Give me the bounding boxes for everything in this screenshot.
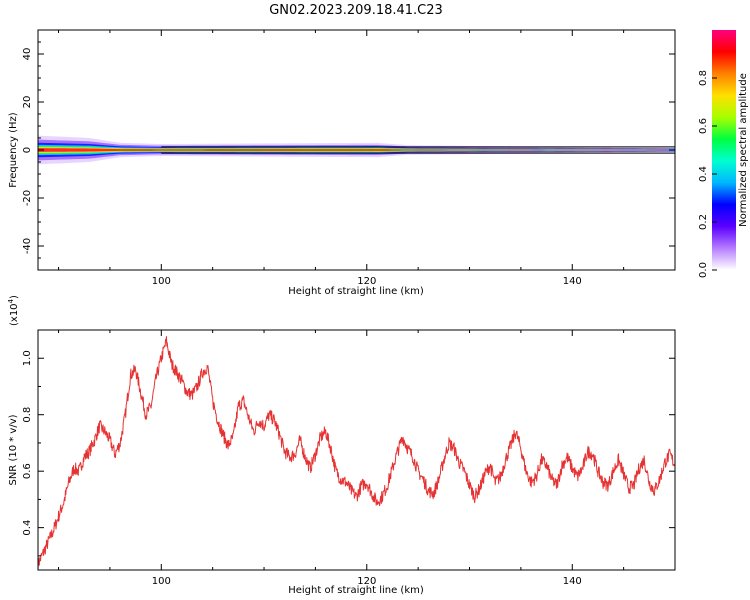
spectrogram-xtick-label: 120 xyxy=(357,276,376,287)
snr-xtick-label: 120 xyxy=(357,576,376,587)
snr-y-multiplier-base: (x10 xyxy=(9,303,20,326)
snr-xtick-label: 140 xyxy=(563,576,582,587)
snr-series-line xyxy=(38,336,675,570)
colorbar-label: Normalized spectral amplitude xyxy=(738,73,749,227)
colorbar-tick-label: 0.0 xyxy=(698,262,709,278)
spectrogram-xtick-label: 100 xyxy=(152,276,171,287)
snr-y-multiplier-exponent: 4 xyxy=(7,298,15,303)
colorbar-tick-label: 0.6 xyxy=(698,118,709,134)
figure-title: GN02.2023.209.18.41.C23 xyxy=(269,3,443,18)
colorbar: 0.0 0.2 0.4 0.6 0.8 Normalized spectral ampl… xyxy=(698,30,749,278)
band-layer-red xyxy=(38,148,675,152)
snr-ytick-label: 0.4 xyxy=(22,520,33,536)
spectrogram-panel: 100 120 140 -40 -20 0 20 40 Height of straight … xyxy=(8,29,676,297)
spectrogram-xtick-label: 140 xyxy=(563,276,582,287)
snr-xtick-label: 100 xyxy=(152,576,171,587)
snr-panel: 100 120 140 0.4 0.6 0.8 1.0 Height of straight… xyxy=(7,295,676,596)
spectrogram-y-label: Frequency (Hz) xyxy=(8,112,19,188)
spectrogram-x-label: Height of straight line (km) xyxy=(288,286,424,297)
spectrogram-ytick-label: 40 xyxy=(22,48,33,61)
spectrogram-band xyxy=(38,135,675,165)
snr-ytick-label: 0.6 xyxy=(22,463,33,479)
snr-ytick-label: 1.0 xyxy=(22,350,33,366)
colorbar-ticks: 0.0 0.2 0.4 0.6 0.8 xyxy=(698,70,717,278)
snr-y-label: SNR (10 * v/v) xyxy=(8,414,19,485)
snr-axis-ticks: 100 120 140 0.4 0.6 0.8 1.0 xyxy=(22,329,676,587)
spectrogram-ytick-label: -20 xyxy=(22,190,33,206)
spectrogram-axis-ticks: 100 120 140 -40 -20 0 20 40 xyxy=(22,29,676,287)
spectrogram-ytick-label: 0 xyxy=(22,147,33,153)
svg-text:(x104): (x104) xyxy=(7,295,20,326)
snr-x-label: Height of straight line (km) xyxy=(288,585,424,596)
colorbar-tick-label: 0.8 xyxy=(698,70,709,86)
spectrogram-ytick-label: -40 xyxy=(22,238,33,254)
colorbar-tick-label: 0.4 xyxy=(698,166,709,182)
colorbar-gradient xyxy=(712,30,736,270)
snr-frame xyxy=(37,329,676,571)
spectrogram-ytick-label: 20 xyxy=(22,96,33,109)
snr-ytick-label: 0.8 xyxy=(22,407,33,423)
colorbar-tick-label: 0.2 xyxy=(698,214,709,230)
snr-y-multiplier-close: ) xyxy=(9,295,20,299)
snr-y-multiplier: (x104) xyxy=(7,295,20,326)
